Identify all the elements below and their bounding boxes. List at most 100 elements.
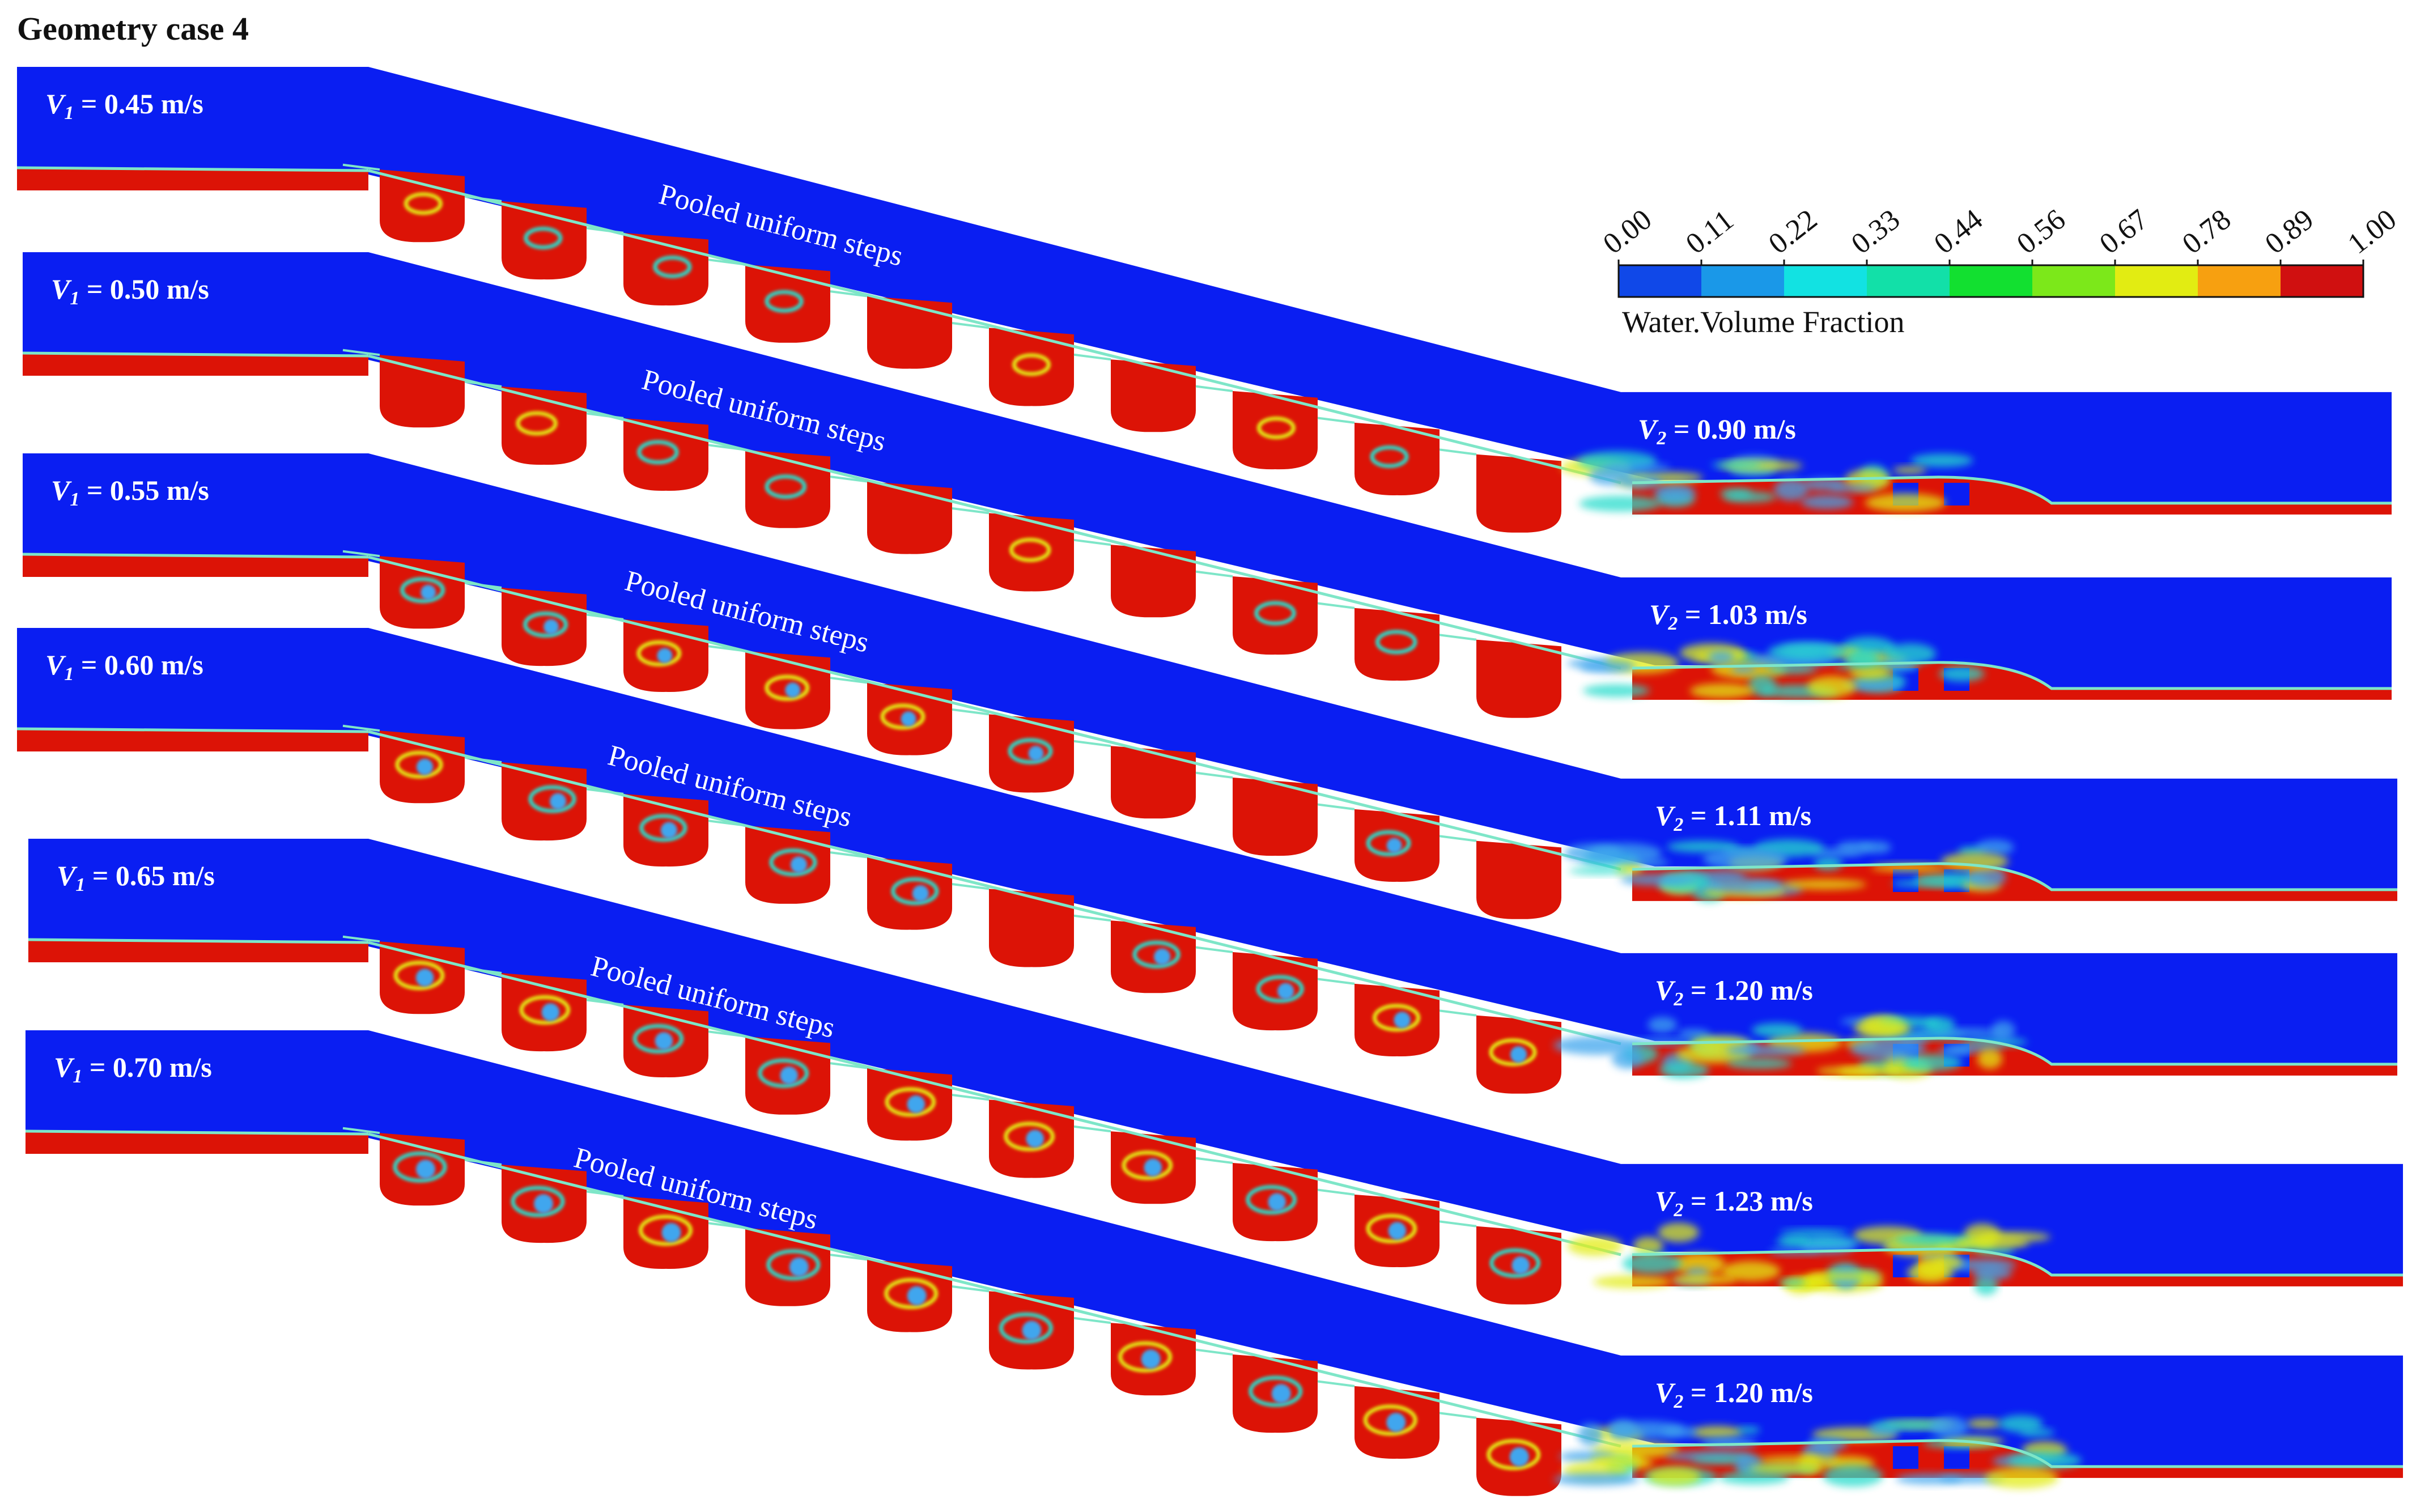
jump-turbulence: [1736, 1426, 1760, 1434]
step-crest-surface: [1195, 570, 1233, 578]
step-pool: [1073, 538, 1196, 618]
pool-vortex-core: [421, 584, 436, 600]
jump-turbulence: [1751, 1023, 1803, 1038]
jump-turbulence: [1721, 1261, 1781, 1281]
pool-water: [989, 513, 1074, 592]
colorbar-title: Water.Volume Fraction: [1622, 305, 1905, 339]
pool-vortex-core: [549, 793, 567, 810]
step-crest-surface: [1439, 835, 1477, 842]
pool-vortex: [1118, 1341, 1173, 1373]
step-crest-surface: [1439, 448, 1477, 456]
jump-turbulence: [1977, 1049, 2003, 1069]
baffle-block: [1944, 482, 1969, 506]
step-pool: [342, 935, 465, 1014]
inlet-velocity-label: V1 = 0.55 m/s: [51, 474, 209, 510]
step-pool: [1439, 634, 1561, 718]
pool-water: [867, 296, 952, 369]
jump-turbulence: [1708, 651, 1735, 664]
stilling-basin: [1566, 636, 2392, 700]
step-crest-surface: [952, 507, 990, 515]
jump-turbulence: [1985, 1467, 2058, 1489]
pool-vortex: [524, 227, 563, 250]
basin-free-surface: [1632, 475, 2392, 505]
colorbar-segments: [1619, 265, 2364, 297]
pool-vortex-core: [1268, 1193, 1286, 1211]
inlet-water-layer: [23, 554, 368, 577]
pool-vortex-core: [1271, 1384, 1291, 1404]
step-pool: [1073, 914, 1196, 993]
pool-vortex-core: [534, 1194, 554, 1214]
jump-turbulence: [1939, 666, 1985, 682]
air-region: [23, 252, 2392, 696]
pool-vortex: [400, 577, 445, 604]
step-pool: [952, 507, 1074, 592]
velocity-symbol: V: [1649, 598, 1670, 630]
velocity-subscript: 1: [70, 288, 79, 309]
jump-turbulence: [1568, 867, 1629, 875]
jump-turbulence: [1748, 675, 1777, 696]
pool-vortex-core: [1509, 1447, 1529, 1467]
jump-turbulence: [1579, 661, 1636, 673]
pool-vortex-core: [912, 885, 929, 902]
velocity-subscript: 1: [75, 874, 85, 895]
velocity-symbol: V: [54, 1051, 75, 1083]
slope-free-surface: [368, 941, 1621, 1256]
jump-turbulence: [1667, 840, 1739, 853]
stilling-basin: [1561, 451, 2392, 515]
step-crest-surface: [1073, 740, 1111, 747]
step-crest-surface: [830, 290, 868, 298]
pool-vortex-core: [1394, 1012, 1411, 1029]
pool-vortex: [1366, 1213, 1417, 1243]
step-crest-surface: [952, 882, 990, 890]
pool-vortex-core: [780, 1066, 799, 1085]
jump-turbulence: [1605, 463, 1670, 472]
slope-free-surface: [368, 169, 1621, 485]
colorbar-tick-label: 1.00: [2342, 203, 2402, 261]
pool-vortex: [528, 785, 576, 813]
jump-turbulence: [1567, 1236, 1623, 1256]
inlet-water-layer: [28, 940, 368, 962]
jump-turbulence: [1564, 843, 1621, 863]
basin-free-surface: [1632, 862, 2397, 891]
step-crest-surface: [342, 1127, 380, 1135]
step-pool: [1195, 946, 1318, 1031]
colorbar-frame: [1617, 264, 2364, 298]
step-pool: [830, 851, 952, 930]
air-region: [26, 1030, 2403, 1475]
step-crest-surface: [952, 321, 990, 329]
step-crest-surface: [1317, 417, 1355, 424]
step-pool: [1195, 771, 1318, 856]
pool-vortex: [769, 848, 817, 877]
step-pool: [1439, 1220, 1561, 1305]
jump-turbulence: [1579, 495, 1661, 512]
stilling-basin: [1553, 1415, 2403, 1489]
step-pool: [952, 321, 1074, 406]
velocity-value: = 1.20 m/s: [1683, 974, 1813, 1006]
step-pool: [708, 1030, 830, 1115]
pool-vortex-core: [415, 969, 434, 987]
step-pool: [1439, 835, 1561, 919]
jump-turbulence: [1673, 1253, 1726, 1275]
velocity-value: = 0.90 m/s: [1666, 413, 1796, 445]
baffle-block: [1893, 1446, 1918, 1469]
outlet-velocity-label: V2 = 1.20 m/s: [1655, 974, 1813, 1010]
velocity-value: = 0.70 m/s: [82, 1051, 212, 1083]
pool-water: [1355, 422, 1440, 495]
velocity-symbol: V: [1655, 1377, 1676, 1408]
jump-turbulence: [1705, 877, 1782, 894]
colorbar-segment: [2115, 265, 2198, 297]
colorbar-segment: [1701, 265, 1785, 297]
pool-vortex-core: [1144, 1158, 1162, 1177]
inlet-velocity-label: V1 = 0.60 m/s: [45, 649, 203, 685]
step-pool: [1195, 1348, 1318, 1433]
pool-vortex: [632, 1023, 684, 1054]
velocity-value: = 0.45 m/s: [74, 88, 203, 120]
step-crest-surface: [1073, 538, 1111, 546]
velocity-subscript: 1: [73, 1066, 82, 1087]
pool-vortex-core: [901, 711, 916, 727]
step-crest-surface: [1317, 803, 1355, 810]
pool-vortex: [891, 877, 939, 906]
colorbar-segment: [1784, 265, 1867, 297]
jump-turbulence: [1865, 493, 1946, 512]
